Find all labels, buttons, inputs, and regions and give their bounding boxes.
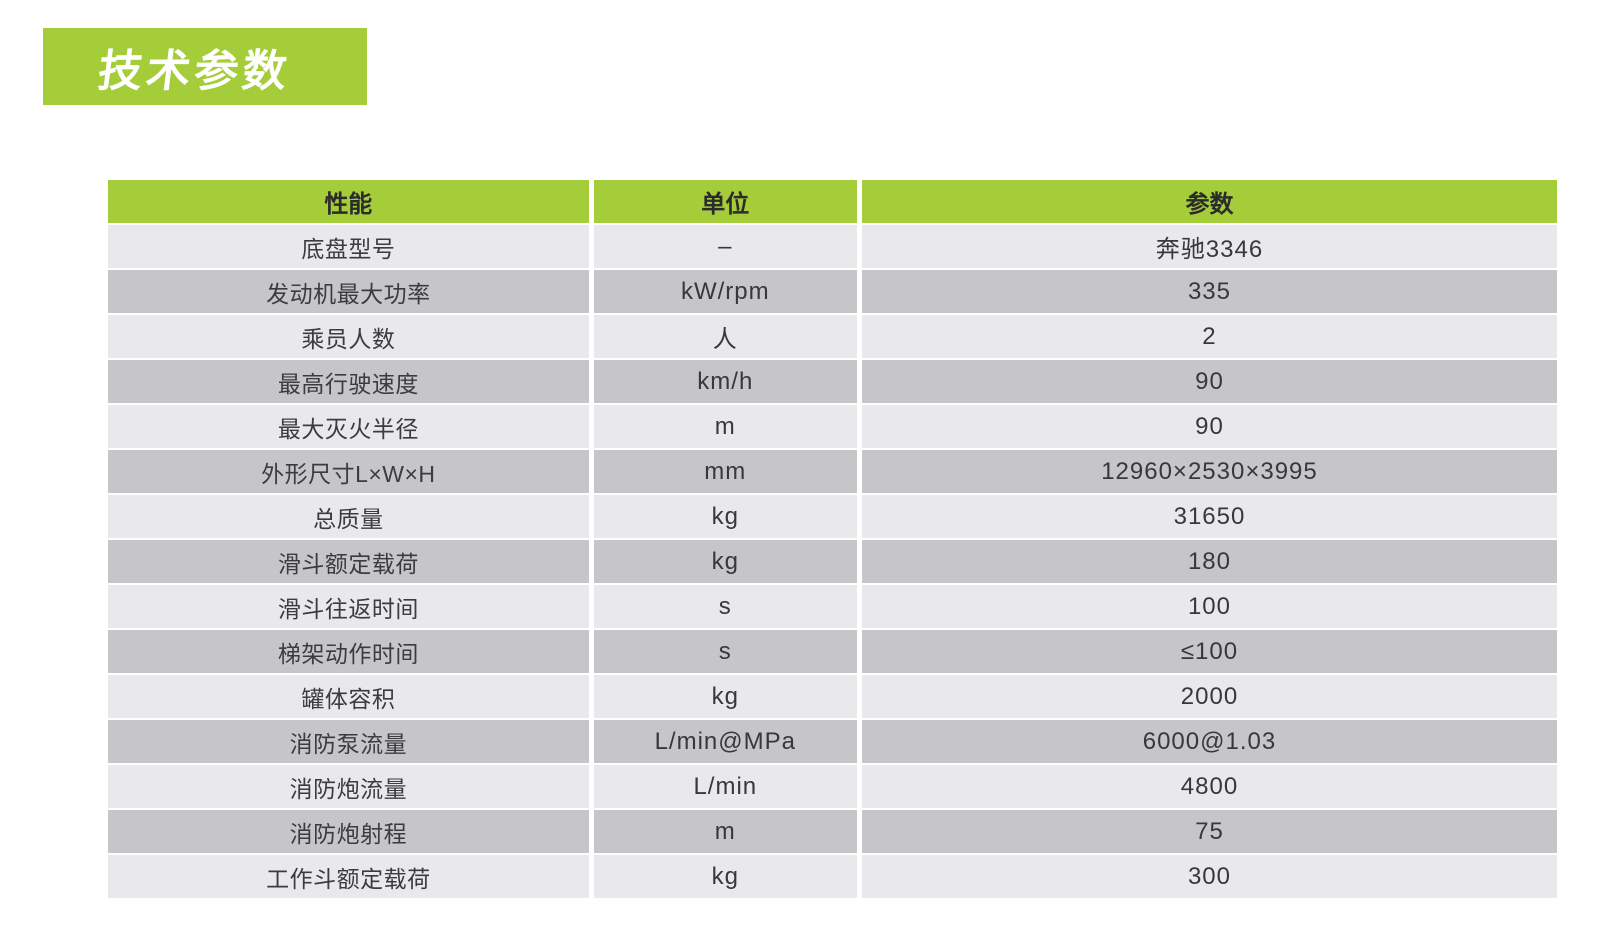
unit-cell: kg [593,540,857,583]
value-cell: 90 [861,360,1557,403]
value-cell: 2000 [861,675,1557,718]
unit-cell: s [593,585,857,628]
unit-cell: kg [593,855,857,898]
value-cell: ≤100 [861,630,1557,673]
value-cell: 90 [861,405,1557,448]
property-cell: 滑斗往返时间 [108,585,589,628]
property-cell: 梯架动作时间 [108,630,589,673]
unit-cell: mm [593,450,857,493]
table-row: 滑斗往返时间 s 100 [108,585,1557,628]
table-row: 消防炮射程 m 75 [108,810,1557,853]
property-cell: 最大灭火半径 [108,405,589,448]
table-row: 罐体容积 kg 2000 [108,675,1557,718]
property-cell: 发动机最大功率 [108,270,589,313]
unit-cell: m [593,810,857,853]
section-title: 技术参数 [95,46,294,96]
value-cell: 31650 [861,495,1557,538]
table-row: 消防炮流量 L/min 4800 [108,765,1557,808]
table-row: 梯架动作时间 s ≤100 [108,630,1557,673]
property-cell: 总质量 [108,495,589,538]
table-body: 底盘型号 – 奔驰3346 发动机最大功率 kW/rpm 335 乘员人数人 2 最高行驶速度 k… [108,225,1557,898]
unit-cell: kW/rpm [593,270,857,313]
property-cell: 外形尺寸L×W×H [108,450,589,493]
table-row: 乘员人数人 2 [108,315,1557,358]
value-cell: 75 [861,810,1557,853]
table-row: 消防泵流量 L/min@MPa 6000@1.03 [108,720,1557,763]
value-cell: 4800 [861,765,1557,808]
value-cell: 100 [861,585,1557,628]
value-cell: 奔驰3346 [861,225,1557,268]
table-row: 底盘型号 – 奔驰3346 [108,225,1557,268]
unit-cell: km/h [593,360,857,403]
property-cell: 工作斗额定载荷 [108,855,589,898]
unit-cell: L/min [593,765,857,808]
unit-cell: kg [593,495,857,538]
property-cell: 消防炮射程 [108,810,589,853]
table-header-row: 性能 单位 参数 [108,180,1557,223]
unit-cell: L/min@MPa [593,720,857,763]
table-row: 外形尺寸L×W×H mm 12960×2530×3995 [108,450,1557,493]
table-row: 工作斗额定载荷 kg 300 [108,855,1557,898]
unit-cell: 人 [593,315,857,358]
table-row: 发动机最大功率 kW/rpm 335 [108,270,1557,313]
unit-cell: m [593,405,857,448]
section-title-badge: 技术参数 [43,28,367,105]
col-header-performance: 性能 [108,180,589,223]
property-cell: 最高行驶速度 [108,360,589,403]
table-row: 滑斗额定载荷 kg 180 [108,540,1557,583]
table-row: 总质量 kg 31650 [108,495,1557,538]
table-row: 最大灭火半径 m 90 [108,405,1557,448]
unit-cell: – [593,225,857,268]
value-cell: 12960×2530×3995 [861,450,1557,493]
property-cell: 乘员人数 [108,315,589,358]
value-cell: 2 [861,315,1557,358]
value-cell: 6000@1.03 [861,720,1557,763]
table-row: 最高行驶速度 km/h 90 [108,360,1557,403]
unit-cell: s [593,630,857,673]
value-cell: 180 [861,540,1557,583]
property-cell: 消防泵流量 [108,720,589,763]
property-cell: 罐体容积 [108,675,589,718]
property-cell: 底盘型号 [108,225,589,268]
property-cell: 滑斗额定载荷 [108,540,589,583]
value-cell: 300 [861,855,1557,898]
col-header-unit: 单位 [593,180,857,223]
unit-cell: kg [593,675,857,718]
col-header-parameter: 参数 [861,180,1557,223]
property-cell: 消防炮流量 [108,765,589,808]
spec-table: 性能 单位 参数 底盘型号 – 奔驰3346 发动机最大功率 kW/rpm 335 乘员人数… [103,178,1562,900]
value-cell: 335 [861,270,1557,313]
